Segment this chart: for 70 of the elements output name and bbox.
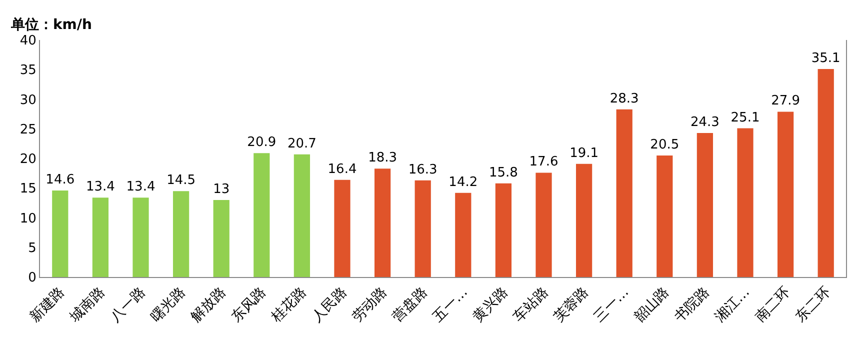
x-tick-label: 韶山路 xyxy=(631,284,672,326)
y-tick-label: 15 xyxy=(20,182,36,197)
x-tick-label: 劳动路 xyxy=(349,284,390,326)
data-label: 19.1 xyxy=(570,146,599,161)
x-tick-label: 南二环 xyxy=(752,284,794,326)
data-label: 13.4 xyxy=(126,180,156,195)
x-tick-label: 八一路 xyxy=(108,284,149,326)
bar xyxy=(818,69,834,277)
bar xyxy=(495,183,512,277)
bar xyxy=(696,133,714,277)
data-label: 20.9 xyxy=(247,135,276,150)
x-tick-label: 车站路 xyxy=(510,284,552,326)
data-label: 16.4 xyxy=(328,162,357,177)
y-tick-label: 40 xyxy=(20,34,36,49)
y-tick-label: 5 xyxy=(28,240,36,256)
bar xyxy=(455,192,472,277)
bar xyxy=(334,180,350,277)
x-tick-label: 芙蓉路 xyxy=(550,284,592,326)
x-tick-label: 营盘路 xyxy=(390,284,431,326)
data-label: 27.9 xyxy=(771,94,800,109)
bar xyxy=(536,172,552,277)
bar xyxy=(92,198,109,277)
bar xyxy=(656,156,673,277)
y-tick-label: 30 xyxy=(20,92,36,108)
bar xyxy=(172,191,190,277)
bar xyxy=(52,190,68,277)
data-label: 35.1 xyxy=(811,51,840,66)
bar xyxy=(374,168,391,277)
x-tick-label: 书院路 xyxy=(672,284,713,326)
x-tick-label: 新建路 xyxy=(26,284,68,326)
data-label: 17.6 xyxy=(529,154,558,170)
y-tick-label: 25 xyxy=(20,122,36,138)
data-label: 20.7 xyxy=(287,136,316,152)
x-tick-label: 人民路 xyxy=(309,284,350,326)
y-tick-label: 20 xyxy=(20,152,36,168)
x-tick-label: 湘江… xyxy=(712,284,754,326)
bar xyxy=(132,198,149,277)
bar xyxy=(213,200,230,277)
bar xyxy=(414,180,431,277)
y-tick-label: 10 xyxy=(20,211,36,226)
data-label: 25.1 xyxy=(730,110,760,126)
x-tick-label: 曙光路 xyxy=(148,284,189,326)
bar xyxy=(254,153,270,277)
data-label: 16.3 xyxy=(408,162,438,178)
bar xyxy=(576,164,592,277)
data-label: 14.2 xyxy=(448,174,478,190)
data-label: 24.3 xyxy=(690,115,720,130)
bar xyxy=(737,128,754,277)
y-axis-title: 单位：km/h xyxy=(10,17,92,33)
y-tick-label: 0 xyxy=(28,270,36,286)
x-tick-label: 解放路 xyxy=(188,284,230,326)
data-label: 28.3 xyxy=(610,91,639,106)
data-label: 14.6 xyxy=(46,172,75,188)
data-label: 15.8 xyxy=(488,165,518,180)
x-tick-label: 桂花路 xyxy=(268,284,310,326)
bar xyxy=(777,112,794,277)
x-tick-label: 五一… xyxy=(430,284,471,326)
x-tick-label: 东二环 xyxy=(792,284,834,326)
data-label: 13.4 xyxy=(86,180,115,195)
x-tick-label: 三一… xyxy=(591,284,632,326)
bar xyxy=(294,154,310,277)
x-tick-label: 黄兴路 xyxy=(470,284,512,326)
x-tick-label: 东风路 xyxy=(228,284,270,326)
data-label: 20.5 xyxy=(650,138,680,153)
bar xyxy=(616,109,632,277)
x-tick-label: 城南路 xyxy=(66,284,108,326)
data-label: 14.5 xyxy=(166,173,196,188)
data-label: 18.3 xyxy=(368,150,398,166)
data-label: 13 xyxy=(213,182,230,197)
y-tick-label: 35 xyxy=(20,63,36,78)
